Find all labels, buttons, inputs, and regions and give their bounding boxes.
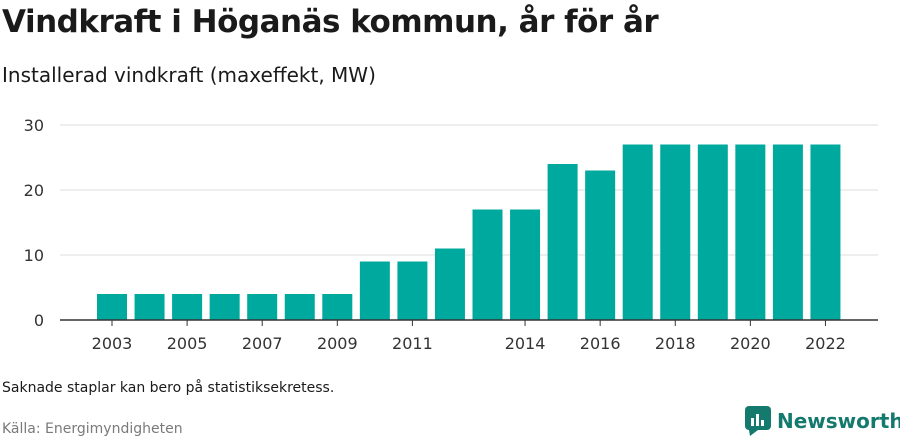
chart-subtitle: Installerad vindkraft (maxeffekt, MW) [2,63,376,87]
x-axis-tick-labels: 2003 2005 2007 2009 2011 2014 2016 2018 2020 2022 [92,334,846,353]
x-axis [60,319,878,326]
x-tick-label: 2018 [655,334,696,353]
x-tick-label: 2016 [580,334,621,353]
y-tick-label: 30 [24,116,44,135]
bar-2007 [247,294,278,320]
bar-2014 [510,209,541,320]
brand-name: Newsworthy [777,409,900,433]
bar-chart: 0 10 20 30 2003 2005 2007 2009 2011 2014 2016 2018… [24,116,878,353]
y-tick-label: 10 [24,246,44,265]
x-tick-label: 2022 [805,334,846,353]
bar-2013 [472,209,503,320]
x-tick-label: 2009 [317,334,358,353]
bar-2019 [697,144,728,320]
x-tick-label: 2007 [242,334,283,353]
brand-logo: Newsworthy [745,406,900,436]
bar-2015 [547,164,578,320]
bar-2021 [772,144,803,320]
bar-2008 [284,294,315,320]
bar-2009 [322,294,353,320]
bar-2012 [434,248,465,320]
bar-2018 [660,144,691,320]
y-tick-label: 0 [34,311,44,330]
bar-2010 [359,261,390,320]
bar-2003 [97,294,127,320]
footnote: Saknade staplar kan bero på statistiksek… [2,380,335,396]
newsworthy-logo-icon [745,406,771,436]
bar-2005 [172,294,203,320]
bar-2020 [735,144,766,320]
bar-2004 [134,294,165,320]
y-axis-tick-labels: 0 10 20 30 [24,116,44,330]
source-credit: Källa: Energimyndigheten [2,421,183,437]
bar-2017 [622,144,653,320]
x-tick-label: 2011 [392,334,433,353]
x-tick-label: 2020 [730,334,771,353]
bar-2022 [810,144,841,320]
x-tick-label: 2003 [92,334,133,353]
bar-2006 [209,294,240,320]
x-tick-label: 2014 [505,334,546,353]
y-tick-label: 20 [24,181,44,200]
bar-2011 [397,261,428,320]
bars [97,144,841,320]
bar-2016 [585,170,616,320]
chart-title: Vindkraft i Höganäs kommun, år för år [2,4,659,40]
x-tick-label: 2005 [167,334,208,353]
